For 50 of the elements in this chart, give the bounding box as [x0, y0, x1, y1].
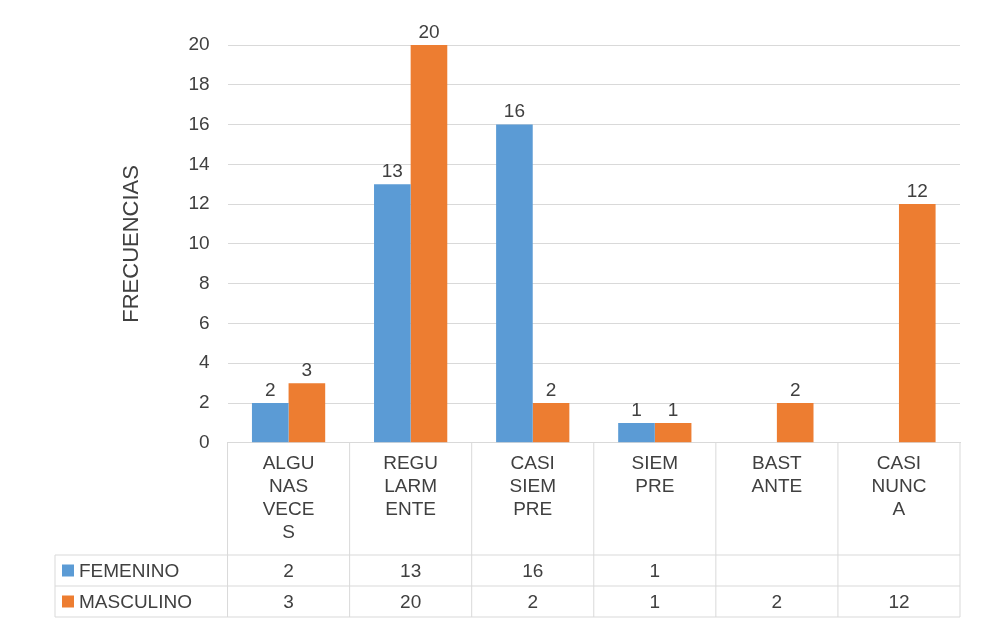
y-tick-label: 20: [188, 33, 210, 55]
y-tick-label: 2: [198, 391, 210, 413]
y-tick-label: 8: [198, 271, 210, 293]
data-label: 12: [888, 590, 910, 612]
data-label: 13: [400, 559, 422, 581]
data-label: 2: [283, 559, 294, 581]
y-tick-label: 4: [198, 351, 210, 373]
bar: [288, 383, 326, 443]
text: 13: [381, 159, 403, 181]
bar: [776, 403, 814, 443]
data-label: 1: [649, 559, 661, 581]
x-tick-label: ALGUNAS VECES: [262, 452, 315, 542]
data-label: 2: [527, 590, 539, 612]
y-tick-label: 16: [188, 112, 210, 134]
text: 1: [667, 398, 679, 420]
text: 12: [906, 179, 928, 201]
legend-label: FEMENINO: [79, 559, 180, 581]
x-tick-label: CASI NUNCA: [871, 452, 927, 520]
bar: [618, 422, 655, 443]
bar: [251, 403, 289, 443]
y-tick-label: 6: [198, 311, 210, 333]
bar: [532, 403, 570, 443]
y-tick-label: 18: [188, 73, 210, 95]
x-tick-label: SIEMPRE: [631, 452, 679, 497]
x-tick-label: CASI SIEMPRE: [509, 452, 556, 520]
data-label: 2: [771, 590, 783, 612]
y-tick-label: 14: [188, 152, 210, 174]
legend-label: MASCULINO: [79, 590, 192, 612]
text: 3: [301, 358, 313, 380]
x-tick-label: REGULARMENTE: [383, 452, 439, 520]
y-tick-label: 10: [188, 232, 210, 254]
text: 20: [418, 20, 440, 42]
y-axis-title: FRECUENCIAS: [118, 165, 144, 323]
data-label: 1: [649, 590, 661, 612]
bar: [496, 124, 533, 443]
text: 2: [264, 378, 276, 400]
x-tick-label: BASTANTE: [751, 452, 803, 497]
data-label: 20: [400, 590, 422, 612]
bar: [374, 184, 411, 443]
y-tick-label: 0: [198, 431, 210, 453]
bar: [410, 45, 448, 443]
text: 2: [789, 378, 801, 400]
bar: [898, 204, 936, 443]
text: 16: [503, 100, 525, 122]
data-label: 16: [522, 559, 544, 581]
text: 2: [545, 378, 557, 400]
text: 1: [631, 398, 642, 420]
y-tick-label: 12: [188, 192, 210, 214]
data-label: 3: [283, 590, 294, 612]
bar: [654, 422, 692, 443]
